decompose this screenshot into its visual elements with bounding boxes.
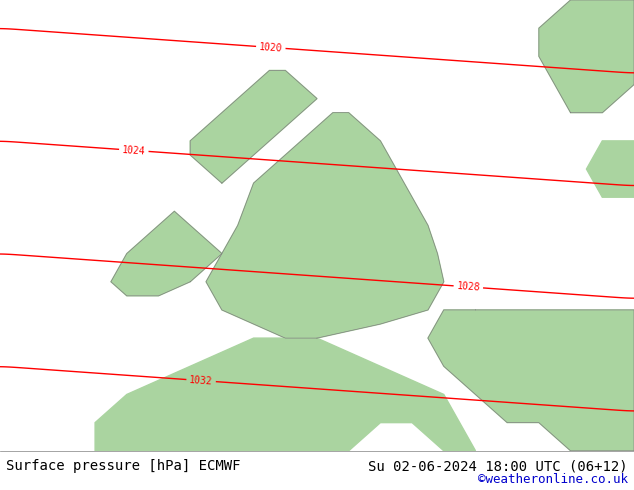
Text: Surface pressure [hPa] ECMWF: Surface pressure [hPa] ECMWF [6, 460, 241, 473]
Polygon shape [111, 211, 222, 296]
Polygon shape [206, 113, 444, 338]
Polygon shape [539, 0, 634, 113]
Polygon shape [428, 310, 634, 451]
Polygon shape [586, 141, 634, 197]
Text: Su 02-06-2024 18:00 UTC (06+12): Su 02-06-2024 18:00 UTC (06+12) [368, 460, 628, 473]
Text: 1028: 1028 [456, 281, 481, 293]
Polygon shape [190, 71, 317, 183]
Text: 1020: 1020 [259, 42, 283, 53]
Text: ©weatheronline.co.uk: ©weatheronline.co.uk [477, 473, 628, 486]
Polygon shape [95, 338, 476, 451]
Text: 1032: 1032 [189, 375, 213, 387]
Text: 1024: 1024 [122, 145, 146, 156]
